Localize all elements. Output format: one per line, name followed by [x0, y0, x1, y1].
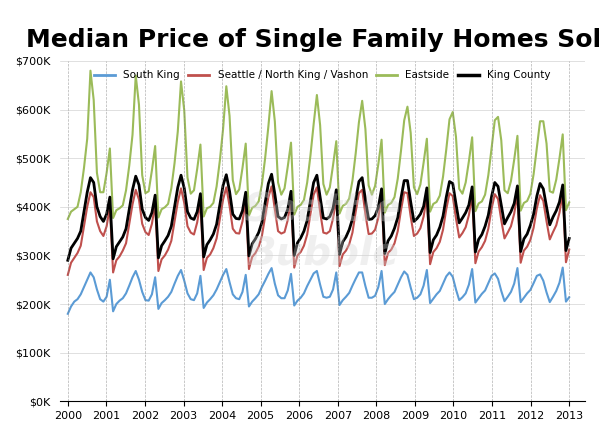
- Seattle / North King / Vashon: [64, 272, 71, 277]
- Seattle / North King / Vashon: [190, 232, 197, 237]
- King County: [472, 249, 479, 255]
- Eastside: [566, 200, 573, 205]
- South King: [410, 296, 418, 302]
- Line: Eastside: Eastside: [68, 71, 569, 219]
- King County: [252, 236, 259, 242]
- Eastside: [194, 166, 201, 171]
- King County: [268, 172, 275, 177]
- King County: [274, 214, 281, 219]
- South King: [64, 311, 71, 317]
- Eastside: [413, 191, 421, 197]
- Line: South King: South King: [68, 268, 569, 314]
- King County: [365, 217, 372, 222]
- Eastside: [472, 208, 479, 214]
- King County: [190, 217, 197, 222]
- Line: King County: King County: [68, 174, 569, 260]
- South King: [190, 297, 197, 303]
- Line: Seattle / North King / Vashon: Seattle / North King / Vashon: [68, 187, 569, 275]
- Seattle / North King / Vashon: [472, 261, 479, 266]
- Title: Median Price of Single Family Homes Sold: Median Price of Single Family Homes Sold: [26, 28, 600, 52]
- Seattle / North King / Vashon: [268, 184, 275, 189]
- King County: [64, 258, 71, 263]
- Seattle / North King / Vashon: [252, 250, 259, 255]
- Seattle / North King / Vashon: [274, 228, 281, 234]
- Legend: South King, Seattle / North King / Vashon, Eastside, King County: South King, Seattle / North King / Vasho…: [90, 66, 554, 85]
- Eastside: [64, 216, 71, 221]
- South King: [566, 295, 573, 300]
- Text: Seattle
Bubble: Seattle Bubble: [244, 190, 401, 272]
- Eastside: [87, 68, 94, 73]
- South King: [559, 265, 566, 270]
- King County: [566, 236, 573, 241]
- South King: [469, 266, 476, 272]
- South King: [271, 281, 278, 286]
- South King: [362, 283, 369, 289]
- Seattle / North King / Vashon: [365, 232, 372, 237]
- Eastside: [365, 183, 372, 188]
- Seattle / North King / Vashon: [566, 247, 573, 252]
- Eastside: [274, 180, 281, 185]
- South King: [252, 296, 259, 301]
- Seattle / North King / Vashon: [413, 231, 421, 236]
- Eastside: [255, 199, 262, 204]
- King County: [413, 216, 421, 221]
